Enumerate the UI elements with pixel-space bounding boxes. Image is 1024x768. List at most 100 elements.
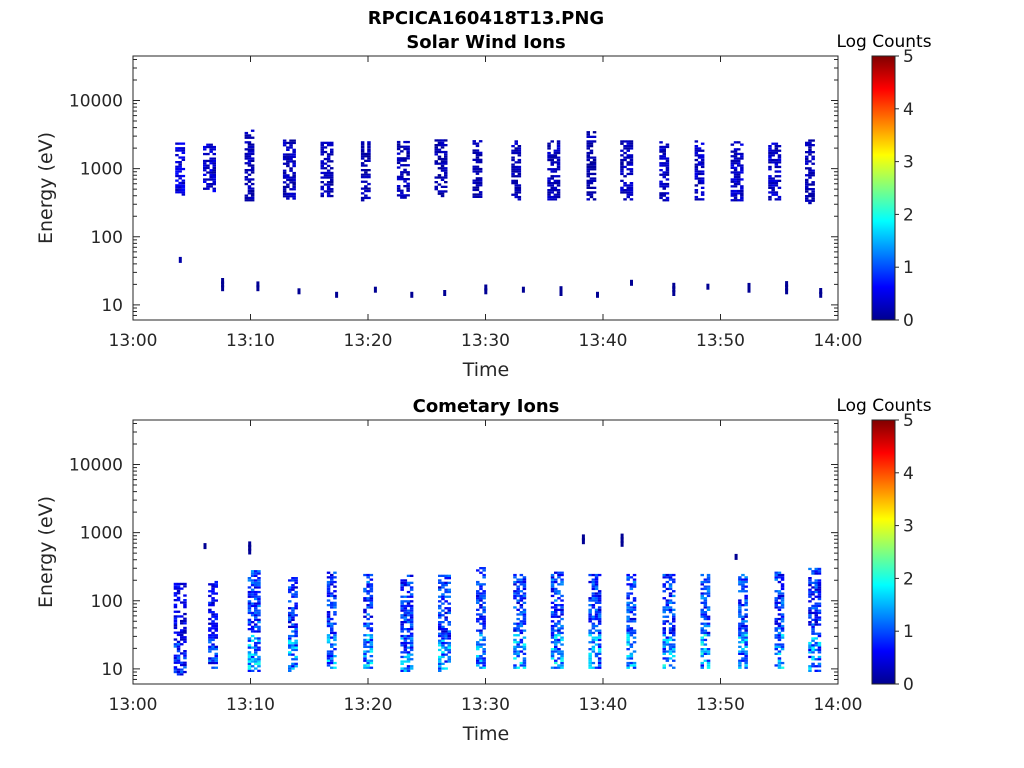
heatmap-cell <box>741 641 745 644</box>
heatmap-cell <box>672 580 676 584</box>
heatmap-cell <box>409 586 414 589</box>
heatmap-cell <box>396 157 401 160</box>
heatmap-cell <box>209 145 213 149</box>
heatmap-cell <box>672 624 676 628</box>
heatmap-cell <box>697 156 702 159</box>
heatmap-cell <box>697 177 702 180</box>
heatmap-cell <box>814 579 818 582</box>
heatmap-cell <box>211 661 215 665</box>
heatmap-cell <box>484 288 488 295</box>
heatmap-cell <box>176 631 181 634</box>
heatmap-cell <box>475 167 480 171</box>
heatmap-cell <box>626 172 630 176</box>
heatmap-cell <box>592 172 597 176</box>
heatmap-cell <box>326 571 331 574</box>
heatmap-cell <box>774 191 779 194</box>
heatmap-cell <box>291 630 295 633</box>
heatmap-cell <box>206 187 210 190</box>
heatmap-cell <box>326 576 331 579</box>
heatmap-cell <box>700 149 705 152</box>
heatmap-cell <box>662 173 666 176</box>
heatmap-cell <box>180 622 184 625</box>
heatmap-cell <box>250 194 255 197</box>
heatmap-cell <box>475 154 480 157</box>
heatmap-cell <box>668 648 673 651</box>
heatmap-cell <box>320 176 324 179</box>
heatmap-cell <box>556 182 561 185</box>
heatmap-cell <box>441 653 445 656</box>
heatmap-cell <box>659 192 663 195</box>
heatmap-cell <box>479 599 483 602</box>
heatmap-cell <box>741 590 745 593</box>
heatmap-cell <box>700 172 705 176</box>
heatmap-cell <box>292 153 296 156</box>
heatmap-cell <box>173 657 178 660</box>
heatmap-cell <box>479 615 483 618</box>
heatmap-cell <box>626 594 630 598</box>
heatmap-cell <box>323 183 328 186</box>
heatmap-cell <box>257 609 261 612</box>
heatmap-cell <box>774 182 779 185</box>
heatmap-cell <box>333 597 337 600</box>
heatmap-cell <box>406 171 410 174</box>
heatmap-cell <box>733 196 738 200</box>
heatmap-cell <box>330 176 334 179</box>
heatmap-cell <box>247 196 252 200</box>
colorbar-tick-label: 1 <box>903 258 914 278</box>
heatmap-cell <box>288 651 292 654</box>
heatmap-cell <box>700 191 705 194</box>
heatmap-cell <box>294 625 298 628</box>
heatmap-cell <box>589 163 594 166</box>
heatmap-cell <box>330 629 334 632</box>
heatmap-cell <box>706 580 711 584</box>
heatmap-cell <box>247 134 252 137</box>
heatmap-cell <box>777 643 782 646</box>
heatmap-cell <box>475 172 480 175</box>
heatmap-cell <box>247 662 252 665</box>
heatmap-cell <box>805 183 809 186</box>
heatmap-cell <box>482 622 486 625</box>
heatmap-cell <box>522 617 527 621</box>
heatmap-cell <box>626 661 630 665</box>
heatmap-cell <box>247 162 252 165</box>
heatmap-cell <box>588 611 592 614</box>
heatmap-cell <box>212 166 216 170</box>
heatmap-cell <box>738 634 742 637</box>
heatmap-cell <box>703 606 708 609</box>
heatmap-cell <box>741 648 745 651</box>
heatmap-cell <box>522 592 527 595</box>
heatmap-cell <box>479 594 483 598</box>
heatmap-cell <box>522 585 527 588</box>
heatmap-cell <box>326 594 331 598</box>
heatmap-cell <box>814 588 818 591</box>
heatmap-cell <box>183 670 187 674</box>
heatmap-cell <box>250 630 255 633</box>
heatmap-cell <box>209 169 213 172</box>
heatmap-cell <box>774 627 778 630</box>
heatmap-cell <box>173 619 178 623</box>
heatmap-cell <box>516 590 520 593</box>
heatmap-cell <box>665 620 670 623</box>
heatmap-cell <box>777 145 782 148</box>
heatmap-cell <box>513 622 517 625</box>
heatmap-cell <box>516 580 520 584</box>
heatmap-cell <box>697 179 702 182</box>
heatmap-cell <box>250 145 255 149</box>
heatmap-cell <box>476 592 480 595</box>
heatmap-cell <box>817 655 822 659</box>
heatmap-cell <box>519 622 524 625</box>
heatmap-cell <box>744 664 748 667</box>
heatmap-cell <box>444 584 448 587</box>
heatmap-cell <box>738 613 742 616</box>
heatmap-cell <box>741 657 745 660</box>
heatmap-cell <box>403 581 408 584</box>
heatmap-cell <box>594 613 599 616</box>
heatmap-cell <box>479 634 483 637</box>
heatmap-cell <box>620 533 624 540</box>
heatmap-cell <box>373 286 377 293</box>
heatmap-cell <box>780 578 785 581</box>
heatmap-cell <box>444 174 448 177</box>
heatmap-cell <box>662 145 666 149</box>
heatmap-cell <box>173 666 178 669</box>
heatmap-cell <box>256 285 260 292</box>
